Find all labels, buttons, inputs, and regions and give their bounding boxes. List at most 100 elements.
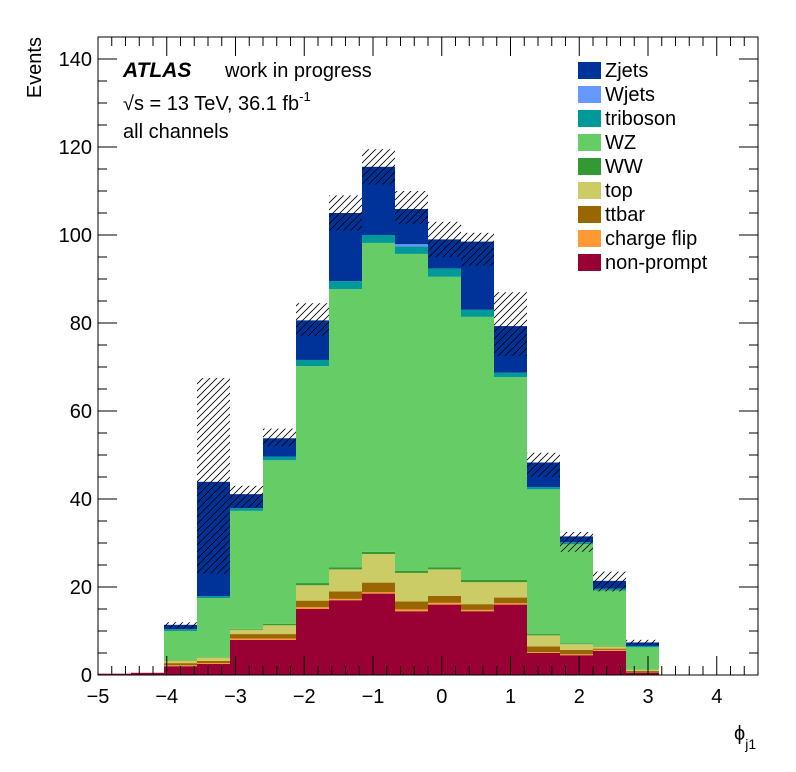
legend-swatch-top (578, 182, 601, 199)
bar-non-prompt (428, 604, 461, 675)
legend-swatch-non-prompt (578, 254, 601, 271)
bar-triboson (626, 645, 659, 648)
bar-triboson (230, 508, 263, 511)
uncertainty-hatch (395, 191, 428, 224)
bar-ttbar (263, 634, 296, 639)
bar-charge-flip (164, 665, 197, 667)
bar-ttbar (395, 601, 428, 610)
bar-triboson (296, 359, 329, 367)
bar-ttbar (560, 649, 593, 655)
x-tick-label: 0 (436, 686, 447, 708)
uncertainty-hatch (428, 221, 461, 257)
uncertainty-hatch (164, 622, 197, 629)
x-tick-label: 4 (711, 686, 722, 708)
bar-ww (329, 567, 362, 570)
legend-swatch-wz (578, 134, 601, 151)
bar-charge-flip (527, 652, 560, 653)
bar-ww (494, 579, 527, 583)
bar-top (164, 660, 197, 664)
uncertainty-hatch (362, 149, 395, 185)
legend-label-top: top (605, 180, 633, 202)
bar-ww (395, 570, 428, 573)
x-axis-label: ϕj1 (734, 723, 756, 752)
x-tick-label: −5 (87, 686, 110, 708)
bar-ww (560, 643, 593, 645)
bar-non-prompt (395, 611, 428, 675)
bar-charge-flip (230, 638, 263, 640)
bar-non-prompt (263, 639, 296, 675)
bar-ww (362, 551, 395, 554)
bar-top (593, 646, 626, 649)
bar-ww (428, 567, 461, 570)
x-tick-label: −1 (362, 686, 385, 708)
bar-ttbar (296, 600, 329, 608)
bar-ww (461, 579, 494, 583)
bar-top (263, 625, 296, 635)
bar-ttbar (197, 660, 230, 664)
x-tick-label: −4 (155, 686, 178, 708)
bar-non-prompt (593, 650, 626, 675)
legend-label-triboson: triboson (605, 108, 676, 130)
bar-top (461, 582, 494, 605)
bar-wz (263, 460, 296, 624)
stacked-bars (98, 166, 659, 675)
x-tick-label: −2 (293, 686, 316, 708)
bar-top (560, 644, 593, 650)
legend-label-ww: WW (605, 156, 643, 178)
bar-charge-flip (494, 603, 527, 605)
bar-top (428, 569, 461, 596)
uncertainty-hatch (329, 195, 362, 231)
bar-ttbar (329, 591, 362, 599)
uncertainty-hatch (230, 485, 263, 508)
legend-swatch-charge-flip (578, 230, 601, 247)
bar-wz (362, 242, 395, 552)
bar-non-prompt (98, 673, 131, 675)
bar-non-prompt (560, 655, 593, 675)
bar-wz (164, 631, 197, 661)
bar-ttbar (527, 646, 560, 653)
status-label: work in progress (224, 60, 372, 82)
uncertainty-hatch (560, 532, 593, 552)
bar-non-prompt (131, 672, 164, 675)
bar-ttbar (164, 663, 197, 666)
legend-swatch-wjets (578, 86, 601, 103)
uncertainty-hatch (593, 571, 626, 592)
bar-triboson (461, 309, 494, 317)
bar-wz (395, 253, 428, 571)
bar-ttbar (593, 648, 626, 650)
uncertainty-hatch (197, 378, 230, 574)
legend-label-ttbar: ttbar (605, 204, 645, 226)
bar-charge-flip (593, 649, 626, 651)
bar-wz (296, 366, 329, 584)
uncertainty-hatch (626, 639, 659, 646)
bar-triboson (329, 281, 362, 290)
bar-ww (527, 634, 560, 636)
bar-wz (461, 316, 494, 580)
uncertainty-hatch (527, 452, 560, 477)
bar-charge-flip (296, 607, 329, 609)
x-axis-label-main: ϕ (734, 723, 745, 745)
bar-charge-flip (362, 592, 395, 594)
uncertainty-hatch (263, 428, 296, 447)
x-tick-label: 3 (642, 686, 653, 708)
legend-label-zjets: Zjets (605, 60, 648, 82)
bar-top (329, 569, 362, 592)
bar-triboson (527, 487, 560, 490)
legend-swatch-zjets (578, 62, 601, 79)
channel-label: all channels (123, 121, 229, 143)
atlas-label: ATLAS (122, 59, 191, 82)
bar-triboson (263, 456, 296, 461)
bar-ttbar (626, 671, 659, 673)
legend-swatch-ttbar (578, 206, 601, 223)
bar-ttbar (461, 604, 494, 610)
bar-triboson (197, 596, 230, 598)
x-tick-label: 1 (505, 686, 516, 708)
bar-triboson (362, 235, 395, 243)
bar-charge-flip (560, 654, 593, 656)
bar-wz (428, 276, 461, 568)
y-tick-label: 140 (59, 49, 92, 71)
bar-charge-flip (329, 598, 362, 601)
bar-non-prompt (329, 600, 362, 675)
bar-wz (626, 647, 659, 670)
